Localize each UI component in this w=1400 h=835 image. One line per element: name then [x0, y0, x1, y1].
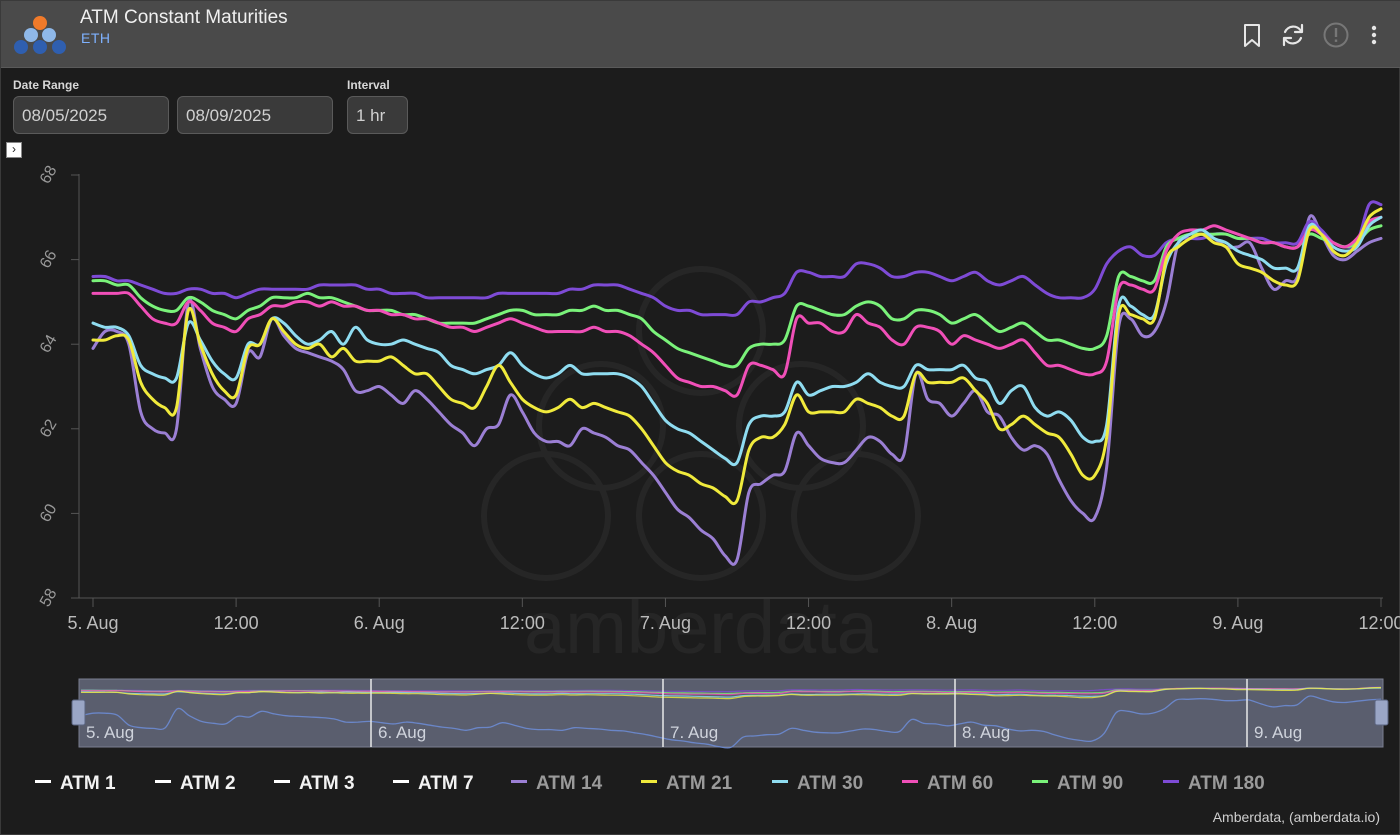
y-tick-label: 68 [37, 163, 61, 187]
y-tick-label: 66 [37, 247, 61, 271]
navigator-date-label: 8. Aug [962, 723, 1010, 742]
series-lines [91, 200, 1383, 566]
legend-swatch [35, 780, 51, 784]
x-tick-label: 7. Aug [640, 613, 691, 633]
x-tick-label: 12:00 [1358, 613, 1400, 633]
legend-swatch [772, 780, 788, 784]
series-line-atm-180[interactable] [91, 200, 1383, 318]
legend-label: ATM 60 [927, 773, 994, 794]
interval-select[interactable]: 1 hr [347, 96, 408, 134]
asset-subtitle: ETH [81, 30, 111, 46]
x-tick-label: 12:00 [1072, 613, 1117, 633]
legend-swatch [1163, 780, 1179, 784]
legend-item-atm-3[interactable]: ATM 3 [274, 773, 355, 795]
legend-swatch [274, 780, 290, 784]
legend-swatch [511, 780, 527, 784]
y-tick-label: 64 [37, 332, 61, 356]
legend-item-atm-1[interactable]: ATM 1 [35, 773, 116, 795]
legend-swatch [641, 780, 657, 784]
legend-swatch [1032, 780, 1048, 784]
x-tick-label: 6. Aug [354, 613, 405, 633]
series-line-atm-60[interactable] [91, 215, 1383, 398]
interval-label: Interval [347, 78, 390, 92]
legend-item-atm-7[interactable]: ATM 7 [393, 773, 474, 795]
x-tick-label: 9. Aug [1212, 613, 1263, 633]
x-tick-label: 12:00 [500, 613, 545, 633]
legend-label: ATM 180 [1188, 773, 1265, 794]
more-vertical-icon[interactable] [1366, 21, 1382, 49]
navigator-date-label: 7. Aug [670, 723, 718, 742]
series-line-atm-90[interactable] [91, 224, 1383, 369]
legend-label: ATM 1 [60, 773, 116, 794]
x-tick-label: 12:00 [214, 613, 259, 633]
navigator-handle-left[interactable] [71, 699, 86, 726]
legend-item-atm-180[interactable]: ATM 180 [1163, 773, 1265, 795]
x-tick-label: 8. Aug [926, 613, 977, 633]
refresh-icon[interactable] [1279, 21, 1307, 49]
legend-label: ATM 2 [180, 773, 236, 794]
legend-swatch [155, 780, 171, 784]
legend-item-atm-2[interactable]: ATM 2 [155, 773, 236, 795]
start-date-field[interactable]: 08/05/2025 [13, 96, 169, 134]
date-range-label: Date Range [13, 78, 80, 92]
series-line-atm-21[interactable] [91, 207, 1383, 506]
x-tick-label: 12:00 [786, 613, 831, 633]
legend-label: ATM 7 [418, 773, 474, 794]
legend-label: ATM 90 [1057, 773, 1124, 794]
y-tick-label: 58 [37, 586, 61, 610]
end-date-field[interactable]: 08/09/2025 [177, 96, 333, 134]
legend-label: ATM 3 [299, 773, 355, 794]
legend-item-atm-90[interactable]: ATM 90 [1032, 773, 1123, 795]
series-line-atm-14[interactable] [91, 214, 1383, 566]
main-chart: amberdata 58 60 62 64 66 68 5. Aug 12:00 6. Aug… [37, 163, 1400, 661]
legend-item-atm-21[interactable]: ATM 21 [641, 773, 732, 795]
legend-item-atm-30[interactable]: ATM 30 [772, 773, 863, 795]
expand-panel-button[interactable]: › [6, 142, 22, 158]
legend-item-atm-14[interactable]: ATM 14 [511, 773, 602, 795]
legend-label: ATM 21 [666, 773, 733, 794]
navigator-date-label: 9. Aug [1254, 723, 1302, 742]
legend-label: ATM 14 [536, 773, 603, 794]
legend-item-atm-60[interactable]: ATM 60 [902, 773, 993, 795]
y-tick-label: 60 [37, 501, 61, 525]
legend-swatch [902, 780, 918, 784]
x-tick-label: 5. Aug [67, 613, 118, 633]
range-navigator[interactable]: 5. Aug 6. Aug 7. Aug 8. Aug 9. Aug [1, 675, 1400, 753]
navigator-date-label: 5. Aug [86, 723, 134, 742]
navigator-date-label: 6. Aug [378, 723, 426, 742]
navigator-line-atm-21 [80, 686, 1382, 700]
y-tick-label: 62 [37, 417, 61, 441]
chart-header: ATM Constant Maturities ETH [1, 1, 1400, 68]
legend-label: ATM 30 [797, 773, 864, 794]
info-alert-icon[interactable] [1322, 21, 1350, 49]
chart-credit: Amberdata, (amberdata.io) [1212, 809, 1380, 825]
navigator-lines [80, 686, 1382, 749]
amberdata-watermark: amberdata [481, 266, 921, 661]
legend-swatch [393, 780, 409, 784]
navigator-labels: 5. Aug 6. Aug 7. Aug 8. Aug 9. Aug [86, 679, 1302, 747]
y-axis-ticks: 58 60 62 64 66 68 [37, 163, 79, 610]
x-axis-ticks: 5. Aug 12:00 6. Aug 12:00 7. Aug 12:00 8. Aug 1… [67, 598, 1400, 633]
chart-title: ATM Constant Maturities [80, 7, 288, 28]
navigator-handle-right[interactable] [1374, 699, 1389, 726]
amberdata-logo [14, 16, 66, 54]
navigator-line-atm-14 [80, 695, 1382, 749]
bookmark-icon[interactable] [1238, 21, 1266, 49]
